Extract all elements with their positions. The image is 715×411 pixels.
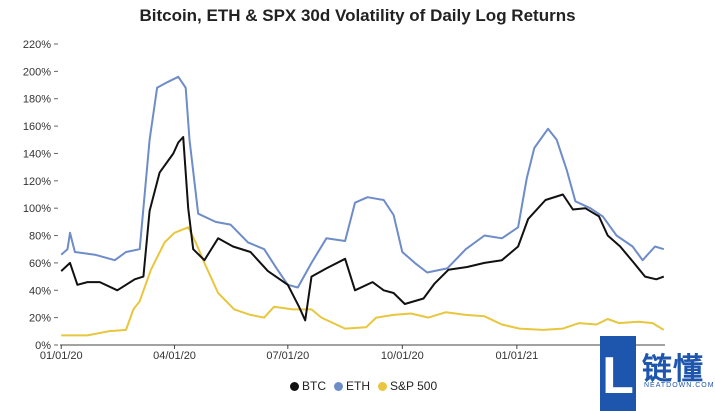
y-tick-label: 20% (29, 313, 51, 325)
y-tick-label: 200% (23, 66, 51, 78)
brand-logo-english: NEATDOWN.COM (644, 382, 715, 389)
legend-label-eth: ETH (346, 379, 370, 393)
x-tick-label: 07/01/20 (266, 350, 309, 362)
x-axis: 01/01/20 04/01/20 07/01/20 10/01/20 01/01/21 (40, 344, 665, 362)
x-tick-label: 01/01/20 (40, 350, 83, 362)
legend-item-sp500: S&P 500 (378, 379, 437, 393)
y-tick-label: 60% (29, 258, 51, 270)
brand-logo-chinese: 链懂 (642, 352, 704, 387)
brand-logo: L 链懂 NEATDOWN.COM (600, 336, 715, 411)
series-line-eth (60, 75, 665, 289)
brand-logo-letter: L (600, 336, 636, 411)
legend-label-sp500: S&P 500 (390, 379, 438, 393)
series-lines (60, 75, 665, 337)
y-tick-label: 220% (23, 39, 51, 51)
legend: BTC ETH S&P 500 (290, 378, 445, 394)
y-axis: 0% 20% 40% 60% 80% 100% 120% 140% 160% 180% 200% 22… (23, 39, 58, 352)
series-line-btc (60, 136, 665, 322)
legend-dot-eth (334, 381, 343, 391)
y-tick-label: 180% (23, 94, 51, 106)
y-tick-label: 0% (35, 340, 51, 352)
y-tick-label: 160% (23, 121, 51, 133)
y-tick-label: 100% (23, 203, 51, 215)
y-tick-label: 80% (29, 231, 51, 243)
x-tick-label: 01/01/21 (495, 350, 538, 362)
chart-title: Bitcoin, ETH & SPX 30d Volatility of Dai… (139, 6, 576, 25)
x-tick-label: 04/01/20 (153, 350, 196, 362)
y-tick-label: 140% (23, 148, 51, 160)
legend-item-btc: BTC (290, 379, 326, 393)
y-tick-label: 120% (23, 176, 51, 188)
legend-dot-sp500 (378, 381, 387, 391)
x-tick-label: 10/01/20 (381, 350, 424, 362)
y-tick-label: 40% (29, 285, 51, 297)
series-line-sp500 (61, 226, 665, 337)
legend-item-eth: ETH (334, 379, 370, 393)
legend-label-btc: BTC (302, 379, 326, 393)
legend-dot-btc (290, 381, 299, 391)
